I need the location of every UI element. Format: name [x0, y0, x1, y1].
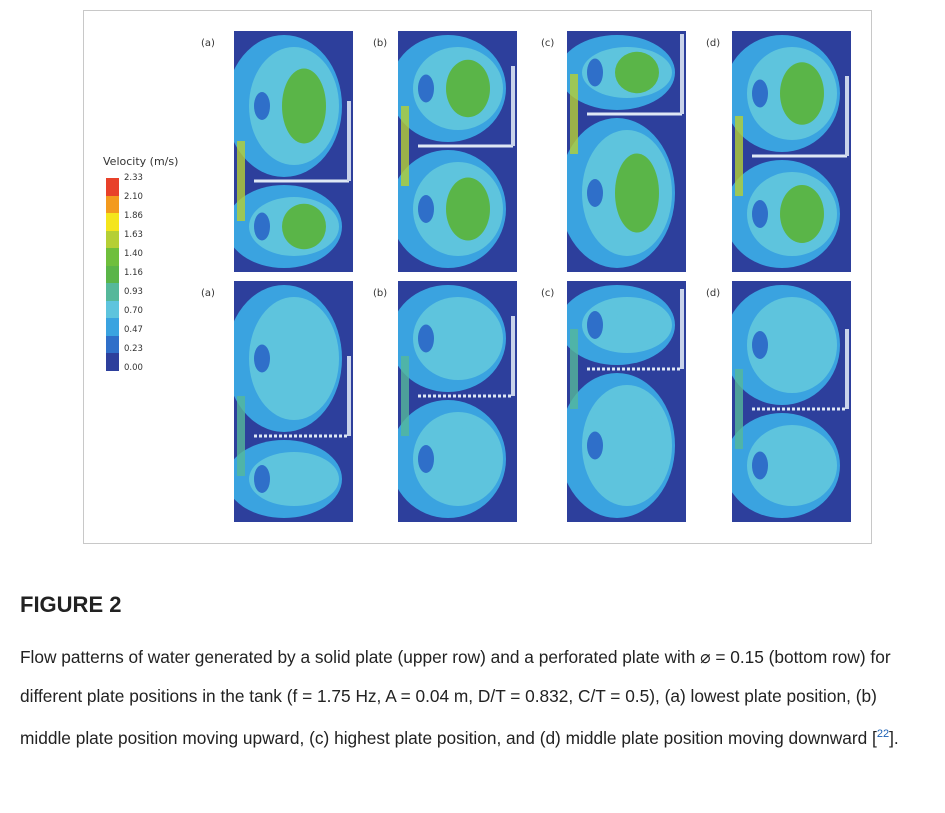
flow-panel-solid-plate-b — [390, 31, 517, 272]
flow-panel-solid-plate-d — [724, 31, 851, 272]
colorbar-tick: 0.00 — [124, 363, 143, 373]
colorbar-tick: 2.33 — [124, 173, 143, 183]
panel-label: (a) — [201, 288, 215, 299]
flow-panel-perforated-plate-c — [559, 281, 686, 522]
figure-caption: Flow patterns of water generated by a so… — [20, 638, 920, 758]
colorbar-tick: 1.86 — [124, 211, 143, 221]
colorbar-segment — [106, 335, 119, 354]
colorbar-tick: 0.93 — [124, 287, 143, 297]
colorbar-segment — [106, 195, 119, 214]
flow-panel-perforated-plate-b — [390, 281, 517, 522]
colorbar-segment — [106, 230, 119, 249]
flow-panel-perforated-plate-d — [724, 281, 851, 522]
panel-label: (c) — [541, 38, 555, 49]
caption-end: ]. — [889, 728, 899, 749]
panel-label: (a) — [201, 38, 215, 49]
colorbar-segment — [106, 178, 119, 196]
reference-link[interactable]: 22 — [876, 728, 890, 741]
flow-panel-solid-plate-a — [226, 31, 353, 272]
figure-image: Velocity (m/s) 2.33 2.10 1.86 1.63 1.40 1.16 0… — [83, 10, 872, 544]
figure-title: FIGURE 2 — [20, 592, 122, 617]
colorbar-tick: 2.10 — [124, 192, 143, 202]
velocity-colorbar — [106, 178, 119, 372]
colorbar-tick: 1.40 — [124, 249, 143, 259]
colorbar-tick: 0.47 — [124, 325, 143, 335]
colorbar-tick: 1.16 — [124, 268, 143, 278]
panel-label: (b) — [373, 288, 388, 299]
flow-panel-perforated-plate-a — [226, 281, 353, 522]
panel-label: (c) — [541, 288, 555, 299]
colorbar-segment — [106, 213, 119, 231]
colorbar-tick: 0.70 — [124, 306, 143, 316]
caption-text: Flow patterns of water generated by a so… — [20, 647, 891, 749]
colorbar-segment — [106, 300, 119, 319]
colorbar-segment — [106, 248, 119, 266]
panel-label: (b) — [373, 38, 388, 49]
colorbar-segment — [106, 353, 119, 372]
flow-panel-solid-plate-c — [559, 31, 686, 272]
colorbar-tick: 1.63 — [124, 230, 143, 240]
colorbar-segment — [106, 283, 119, 301]
legend-title: Velocity (m/s) — [103, 155, 179, 168]
colorbar-tick: 0.23 — [124, 344, 143, 354]
colorbar-segment — [106, 265, 119, 284]
colorbar-segment — [106, 318, 119, 336]
panel-label: (d) — [706, 38, 721, 49]
colorbar-ticks: 2.33 2.10 1.86 1.63 1.40 1.16 0.93 0.70 0.47 0.23… — [124, 173, 143, 373]
panel-label: (d) — [706, 288, 721, 299]
